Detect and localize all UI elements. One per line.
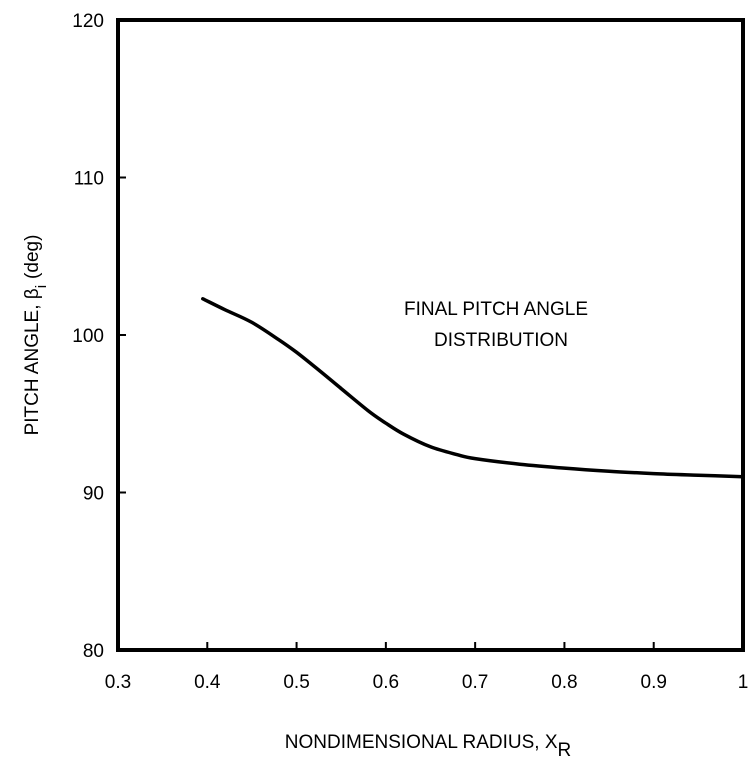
y-tick-label: 100 <box>72 326 104 347</box>
x-tick-label: 0.8 <box>551 672 577 693</box>
y-tick-label: 80 <box>83 641 104 662</box>
x-tick-label: 0.5 <box>283 672 309 693</box>
y-axis-title: PITCH ANGLE, βi (deg) <box>22 235 50 436</box>
x-axis-title-main: NONDIMENSIONAL RADIUS, X <box>285 732 558 753</box>
y-axis-title-unit: (deg) <box>22 235 43 279</box>
x-tick-label: 1 <box>738 672 749 693</box>
x-tick-label: 0.3 <box>105 672 131 693</box>
y-axis-title-subscript: i <box>33 285 50 288</box>
x-tick-layer: 0.3 0.4 0.5 0.6 0.7 0.8 0.9 1 <box>105 642 749 693</box>
y-tick-label: 120 <box>72 11 104 32</box>
annotation-line-2: DISTRIBUTION <box>434 330 568 351</box>
y-tick-label: 110 <box>74 169 104 190</box>
x-tick-label: 0.7 <box>462 672 488 693</box>
x-tick-label: 0.9 <box>641 672 667 693</box>
y-tick-layer: 80 90 100 110 120 <box>72 11 126 662</box>
x-axis-title-subscript: R <box>558 740 572 761</box>
y-axis-title-main: PITCH ANGLE, β <box>22 288 43 435</box>
series-line <box>201 297 745 479</box>
x-tick-label: 0.6 <box>373 672 399 693</box>
annotation-line-1: FINAL PITCH ANGLE <box>404 299 588 320</box>
x-axis-title: NONDIMENSIONAL RADIUS, XR <box>285 732 571 761</box>
series-layer <box>201 297 745 479</box>
y-tick-label: 90 <box>83 484 104 505</box>
x-tick-label: 0.4 <box>194 672 221 693</box>
